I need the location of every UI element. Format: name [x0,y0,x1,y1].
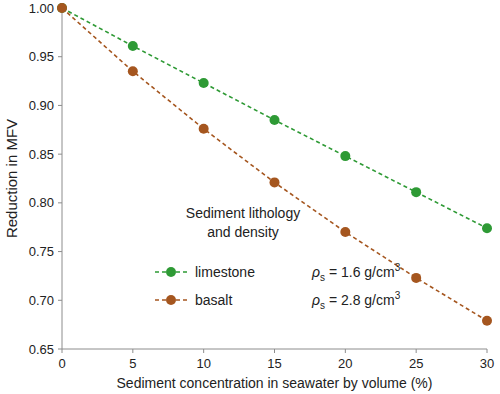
series-marker [411,273,421,283]
series-marker [340,227,350,237]
y-tick [58,251,62,252]
plot-data [57,3,492,326]
series-marker [57,3,67,13]
legend-density: ρs = 2.8 g/cm3 [311,290,401,311]
series-marker [270,115,280,125]
legend-title: Sediment lithology [186,205,300,221]
density-symbol: ρ [311,264,320,280]
series-marker [411,187,421,197]
series-marker [128,66,138,76]
series-line [62,8,487,228]
y-tick-label: 0.95 [29,49,54,64]
y-tick [58,202,62,203]
x-tick [487,349,488,353]
legend-title: and density [207,224,279,240]
density-text: = 1.6 g/cm [325,264,395,280]
y-tick-label: 0.70 [29,293,54,308]
y-tick-label: 0.90 [29,98,54,113]
x-tick-label: 25 [409,356,423,371]
y-tick-label: 1.00 [29,1,54,16]
series-marker [482,223,492,233]
x-tick [345,349,346,353]
y-tick [58,300,62,301]
chart: 0.65 0.70 0.75 0.80 0.85 0.90 0.95 1.00 0 5 10 15 20… [0,0,500,394]
legend-label: basalt [195,292,232,308]
legend-label: limestone [195,264,255,280]
series-marker [199,78,209,88]
x-tick [62,349,63,353]
legend-density: ρs = 1.6 g/cm3 [311,262,401,283]
y-tick [58,56,62,57]
y-tick [58,154,62,155]
y-tick [58,105,62,106]
y-tick-label: 0.75 [29,244,54,259]
y-tick-label: 0.65 [29,342,54,357]
x-tick [132,349,133,353]
x-tick-label: 20 [338,356,352,371]
x-axis-label: Sediment concentration in seawater by vo… [117,375,433,391]
series-marker [128,41,138,51]
x-tick-label: 0 [58,356,65,371]
series-marker [199,124,209,134]
legend-swatch-marker [166,295,176,305]
series-line [62,8,487,321]
x-tick-label: 10 [196,356,210,371]
x-tick-label: 30 [480,356,494,371]
series-marker [57,3,67,13]
series-marker [482,316,492,326]
legend-swatch-marker [166,267,176,277]
density-symbol: ρ [311,292,320,308]
x-tick [274,349,275,353]
y-axis-label: Reduction in MFV [3,119,20,238]
x-tick [203,349,204,353]
x-tick-label: 5 [129,356,136,371]
x-tick-label: 15 [267,356,281,371]
density-text: = 2.8 g/cm [325,292,395,308]
y-tick [58,349,62,350]
series-marker [270,177,280,187]
density-superscript: 3 [395,262,401,273]
y-tick-label: 0.85 [29,147,54,162]
y-axis-line [62,8,63,349]
density-superscript: 3 [395,290,401,301]
y-tick-label: 0.80 [29,195,54,210]
legend: Sediment lithology and density limestone ρs… [155,205,401,311]
x-tick [416,349,417,353]
series-marker [340,151,350,161]
